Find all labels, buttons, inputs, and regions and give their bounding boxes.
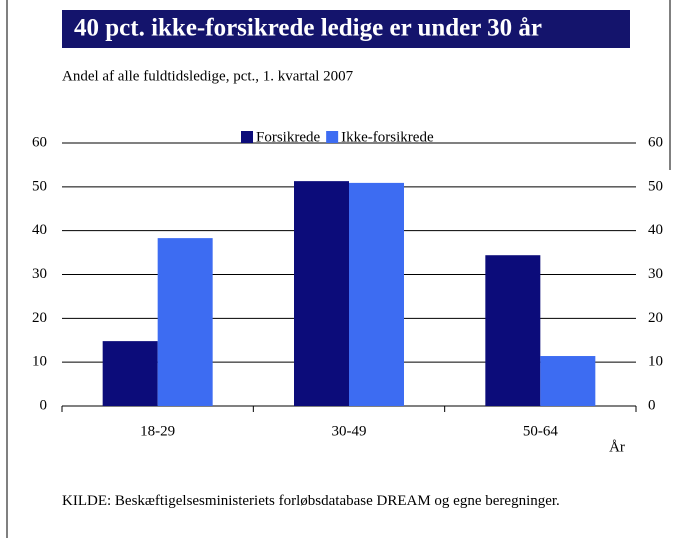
- legend-label: Forsikrede: [256, 129, 320, 145]
- y2-tick-label: 60: [648, 134, 663, 150]
- y-tick-label: 0: [40, 397, 48, 413]
- x-tick-label: 30-49: [332, 423, 367, 439]
- y2-tick-label: 40: [648, 222, 663, 238]
- subtitle: Andel af alle fuldtidsledige, pct., 1. k…: [62, 68, 354, 84]
- source-box: KILDE: Beskæftigelsesministeriets forløb…: [62, 493, 560, 509]
- x-tick-label: 18-29: [140, 423, 175, 439]
- y-tick-label: 40: [32, 222, 47, 238]
- y-tick-label: 20: [32, 310, 47, 326]
- x-tick-label: 50-64: [523, 423, 558, 439]
- y-tick-label: 50: [32, 178, 47, 194]
- legend-swatch: [326, 131, 339, 143]
- y2-tick-label: 10: [648, 354, 663, 370]
- bar: [102, 341, 158, 406]
- y2-tick-label: 20: [648, 310, 663, 326]
- legend-label: Ikke-forsikrede: [341, 129, 434, 145]
- legend-swatch: [241, 131, 253, 143]
- chart-title: 40 pct. ikke-forsikrede ledige er under …: [74, 15, 542, 42]
- bar: [349, 182, 404, 406]
- title-banner: [62, 10, 630, 48]
- y2-tick-label: 50: [648, 178, 663, 194]
- bar: [485, 255, 541, 406]
- y2-tick-label: 0: [648, 397, 656, 413]
- y-tick-label: 10: [32, 354, 47, 370]
- source: KILDE: Beskæftigelsesministeriets forløb…: [62, 493, 560, 509]
- bar: [540, 356, 596, 406]
- x-axis-label: År: [609, 439, 625, 455]
- bar: [294, 181, 349, 406]
- y-tick-label: 30: [32, 266, 47, 282]
- y2-tick-label: 30: [648, 266, 663, 282]
- bar: [157, 238, 213, 406]
- y-tick-label: 60: [32, 134, 47, 150]
